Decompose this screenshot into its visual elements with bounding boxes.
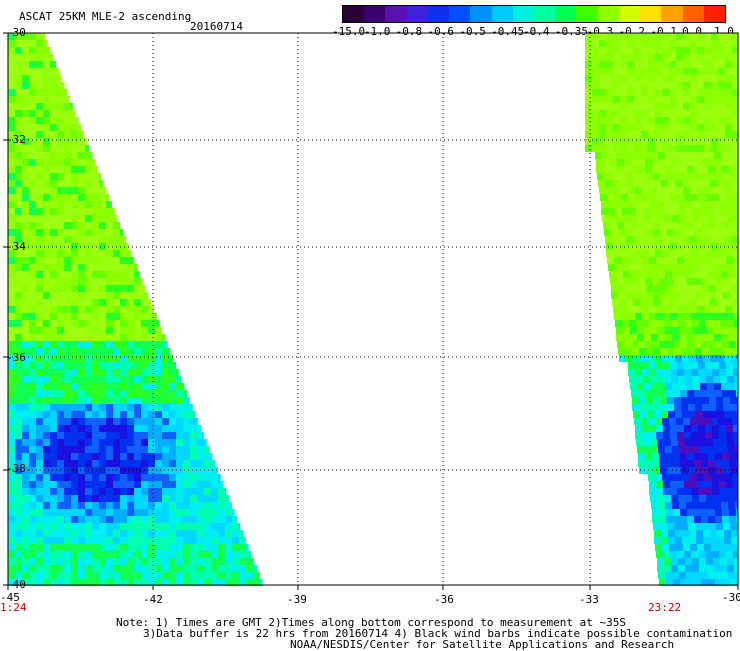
lat-label-34: -34 bbox=[6, 241, 26, 252]
lon-label-33: -33 bbox=[579, 594, 599, 605]
swath-data-layer bbox=[8, 33, 738, 586]
note-line-3: NOAA/NESDIS/Center for Satellite Applica… bbox=[290, 639, 674, 650]
time-label-left: 1:24 bbox=[0, 602, 27, 613]
lon-label-36: -36 bbox=[434, 594, 454, 605]
lat-label-36: -36 bbox=[6, 352, 26, 363]
lat-label-38: -38 bbox=[6, 463, 26, 474]
lat-label-30: -30 bbox=[6, 27, 26, 38]
lon-label-39: -39 bbox=[287, 594, 307, 605]
lon-label-30: -30 bbox=[722, 592, 740, 603]
lat-label-32: -32 bbox=[6, 134, 26, 145]
lon-label-42: -42 bbox=[143, 594, 163, 605]
lat-label-40: -40 bbox=[6, 579, 26, 590]
time-label-right: 23:22 bbox=[648, 602, 681, 613]
